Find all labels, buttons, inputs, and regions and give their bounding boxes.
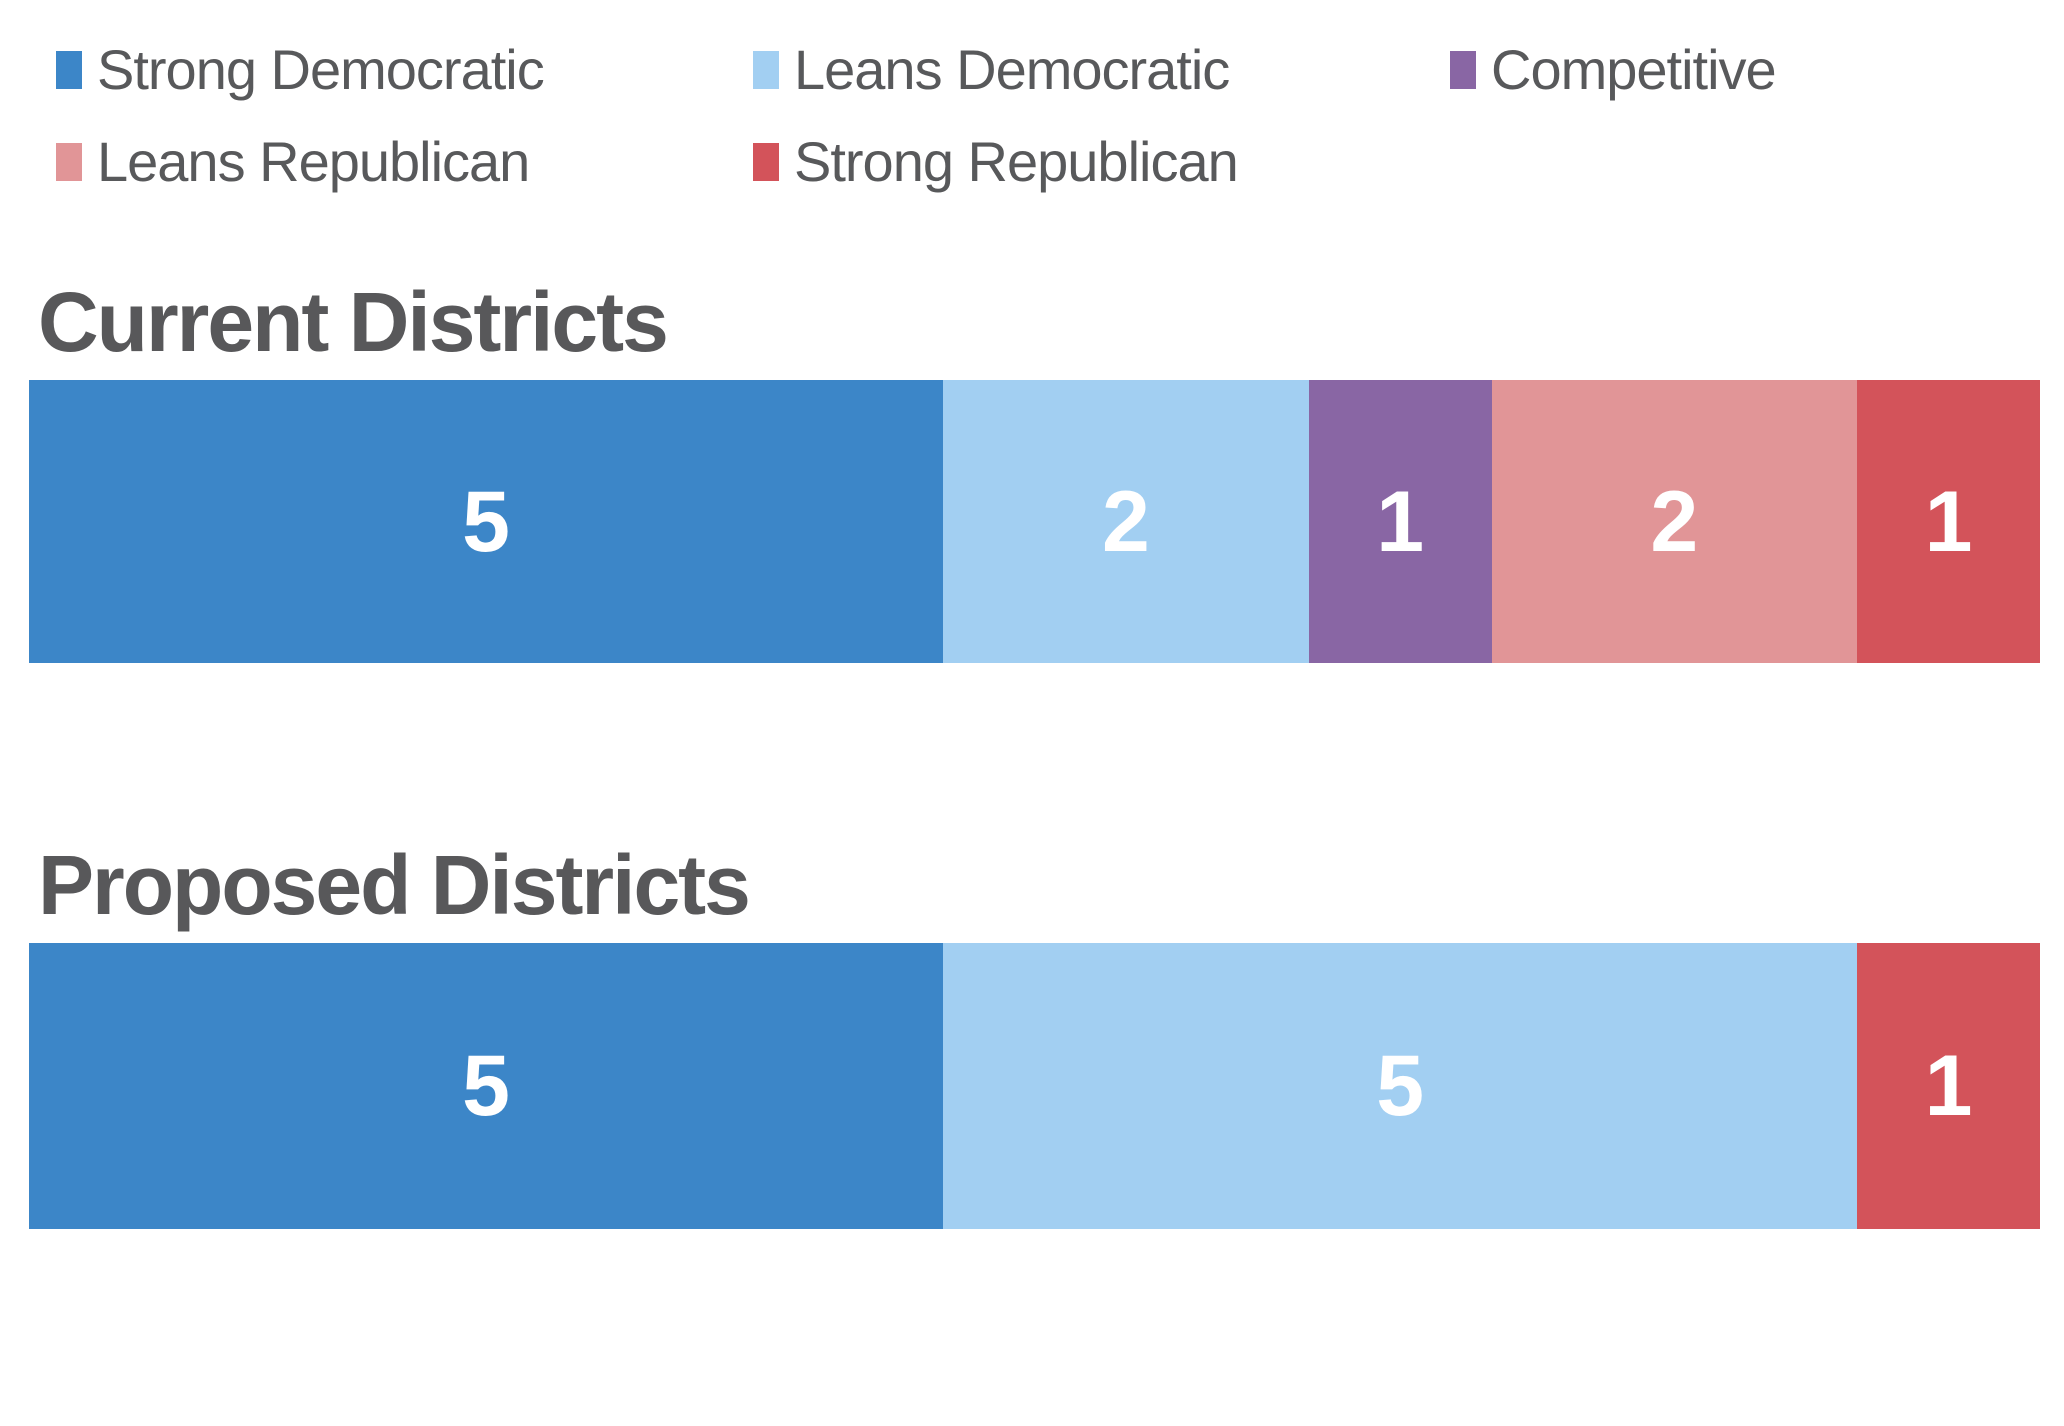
legend-item-leans-democratic: Leans Democratic <box>753 42 1450 98</box>
bar-segment-leans-republican: 2 <box>1491 380 1858 663</box>
bar-segment-leans-democratic: 5 <box>943 943 1858 1229</box>
legend-label: Strong Democratic <box>97 38 545 101</box>
legend-swatch-icon <box>56 143 82 181</box>
district-partisan-lean-chart: Strong Democratic Leans Democratic Competi… <box>0 42 2064 1426</box>
segment-value-label: 2 <box>1101 473 1150 570</box>
bar-segment-competitive: 1 <box>1308 380 1492 663</box>
current-districts-title: Current Districts <box>38 275 669 369</box>
bar-segment-strong-republican: 1 <box>1857 380 2040 663</box>
segment-value-label: 5 <box>462 473 510 570</box>
segment-value-label: 1 <box>1924 1038 1973 1134</box>
legend-label: Leans Republican <box>97 130 530 193</box>
legend-swatch-icon <box>56 51 82 89</box>
segment-value-label: 5 <box>1376 1038 1425 1134</box>
legend-swatch-icon <box>753 143 779 181</box>
legend-item-competitive: Competitive <box>1450 42 2064 98</box>
legend-item-strong-democratic: Strong Democratic <box>56 42 753 98</box>
legend-item-strong-republican: Strong Republican <box>753 134 1450 190</box>
segment-value-label: 5 <box>462 1038 510 1134</box>
legend-label: Strong Republican <box>794 130 1239 193</box>
legend-label: Competitive <box>1491 38 1777 101</box>
bar-segment-strong-republican: 1 <box>1857 943 2040 1229</box>
proposed-districts-bar: 5 5 1 <box>29 943 2040 1229</box>
bar-segment-leans-democratic: 2 <box>943 380 1309 663</box>
segment-value-label: 1 <box>1924 473 1973 570</box>
legend-item-leans-republican: Leans Republican <box>56 134 753 190</box>
proposed-districts-title: Proposed Districts <box>38 838 751 932</box>
segment-value-label: 2 <box>1650 473 1699 570</box>
segment-value-label: 1 <box>1376 473 1425 570</box>
legend: Strong Democratic Leans Democratic Competi… <box>56 42 2064 190</box>
legend-label: Leans Democratic <box>794 38 1230 101</box>
legend-swatch-icon <box>753 51 779 89</box>
bar-segment-strong-democratic: 5 <box>29 943 944 1229</box>
current-districts-bar: 5 2 1 2 1 <box>29 380 2040 663</box>
bar-segment-strong-democratic: 5 <box>29 380 944 663</box>
legend-swatch-icon <box>1450 51 1476 89</box>
